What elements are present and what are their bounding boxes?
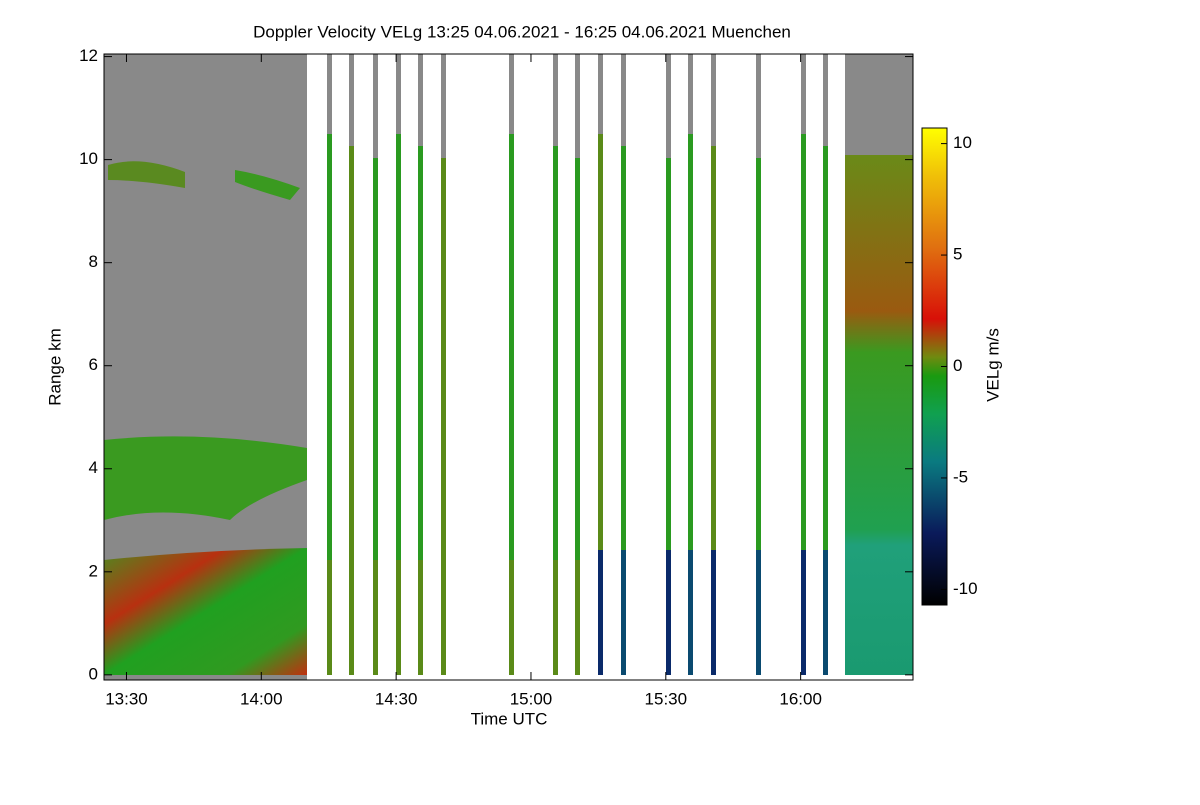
y-tick-label: 4 [89, 458, 98, 477]
scan-column [666, 550, 671, 675]
y-tick-label: 0 [89, 664, 98, 683]
y-tick-label: 8 [89, 252, 98, 271]
scan-column [327, 560, 332, 675]
x-tick-label: 15:30 [645, 689, 688, 708]
scan-column [621, 146, 626, 675]
no-data-region [801, 54, 806, 134]
colorbar-tick-label: 0 [953, 356, 962, 375]
scan-column [575, 158, 580, 675]
scan-column [553, 146, 558, 675]
y-axis-label: Range km [45, 328, 64, 405]
scan-column [823, 550, 828, 675]
scan-column [598, 550, 603, 675]
no-data-region [598, 54, 603, 134]
y-tick-label: 2 [89, 561, 98, 580]
scan-column [373, 560, 378, 675]
no-data-region [349, 54, 354, 146]
chart-title: Doppler Velocity VELg 13:25 04.06.2021 -… [253, 22, 791, 41]
no-data-region [756, 54, 761, 158]
scan-column [553, 560, 558, 675]
aerosol-layer [104, 436, 307, 520]
scan-column [575, 560, 580, 675]
y-tick-label: 6 [89, 355, 98, 374]
scan-column [711, 146, 716, 675]
scan-column [441, 158, 446, 675]
x-axis-label: Time UTC [471, 709, 548, 728]
plot-frame [103, 53, 914, 681]
x-tick-label: 16:00 [779, 689, 822, 708]
scan-column [688, 550, 693, 675]
heatmap-field [104, 54, 913, 680]
boundary-layer [104, 548, 307, 675]
colorbar-tick-label: -10 [953, 579, 978, 598]
scan-column [396, 560, 401, 675]
x-tick-label: 14:00 [240, 689, 283, 708]
scan-column [756, 158, 761, 675]
scan-column [441, 560, 446, 675]
no-data-region [553, 54, 558, 146]
scan-column [418, 146, 423, 675]
colorbar-tick-label: 5 [953, 245, 962, 264]
scan-column [688, 134, 693, 675]
no-data-region [327, 54, 332, 134]
no-data-region [509, 54, 514, 134]
cloud-echo [235, 170, 300, 200]
scan-column [396, 134, 401, 675]
boundary-layer [845, 155, 913, 675]
scan-column [509, 134, 514, 675]
scan-column [621, 550, 626, 675]
no-data-region [823, 54, 828, 146]
scan-column [349, 560, 354, 675]
scan-column [327, 134, 332, 675]
x-tick-label: 14:30 [375, 689, 418, 708]
scan-column [349, 146, 354, 675]
no-data-region [666, 54, 671, 158]
no-data-region [575, 54, 580, 158]
scan-column [801, 134, 806, 675]
x-tick-label: 13:30 [105, 689, 148, 708]
scan-column [801, 550, 806, 675]
cloud-echo [108, 161, 185, 188]
no-data-region [418, 54, 423, 146]
colorbar-label: VELg m/s [983, 328, 1002, 402]
scan-column [756, 550, 761, 675]
no-data-region [396, 54, 401, 134]
no-data-region [688, 54, 693, 134]
y-tick-label: 12 [79, 46, 98, 65]
scan-column [373, 158, 378, 675]
colorbar-tick-label: -5 [953, 467, 968, 486]
colorbar-tick-label: 10 [953, 133, 972, 152]
no-data-region [373, 54, 378, 158]
y-tick-label: 10 [79, 149, 98, 168]
no-data-region [621, 54, 626, 146]
no-data-region [845, 54, 913, 155]
scan-column [598, 134, 603, 675]
no-data-region [711, 54, 716, 146]
scan-column [711, 550, 716, 675]
scan-column [823, 146, 828, 675]
scan-column [418, 560, 423, 675]
no-data-region [441, 54, 446, 158]
scan-column [666, 158, 671, 675]
scan-column [509, 560, 514, 675]
x-tick-label: 15:00 [510, 689, 553, 708]
